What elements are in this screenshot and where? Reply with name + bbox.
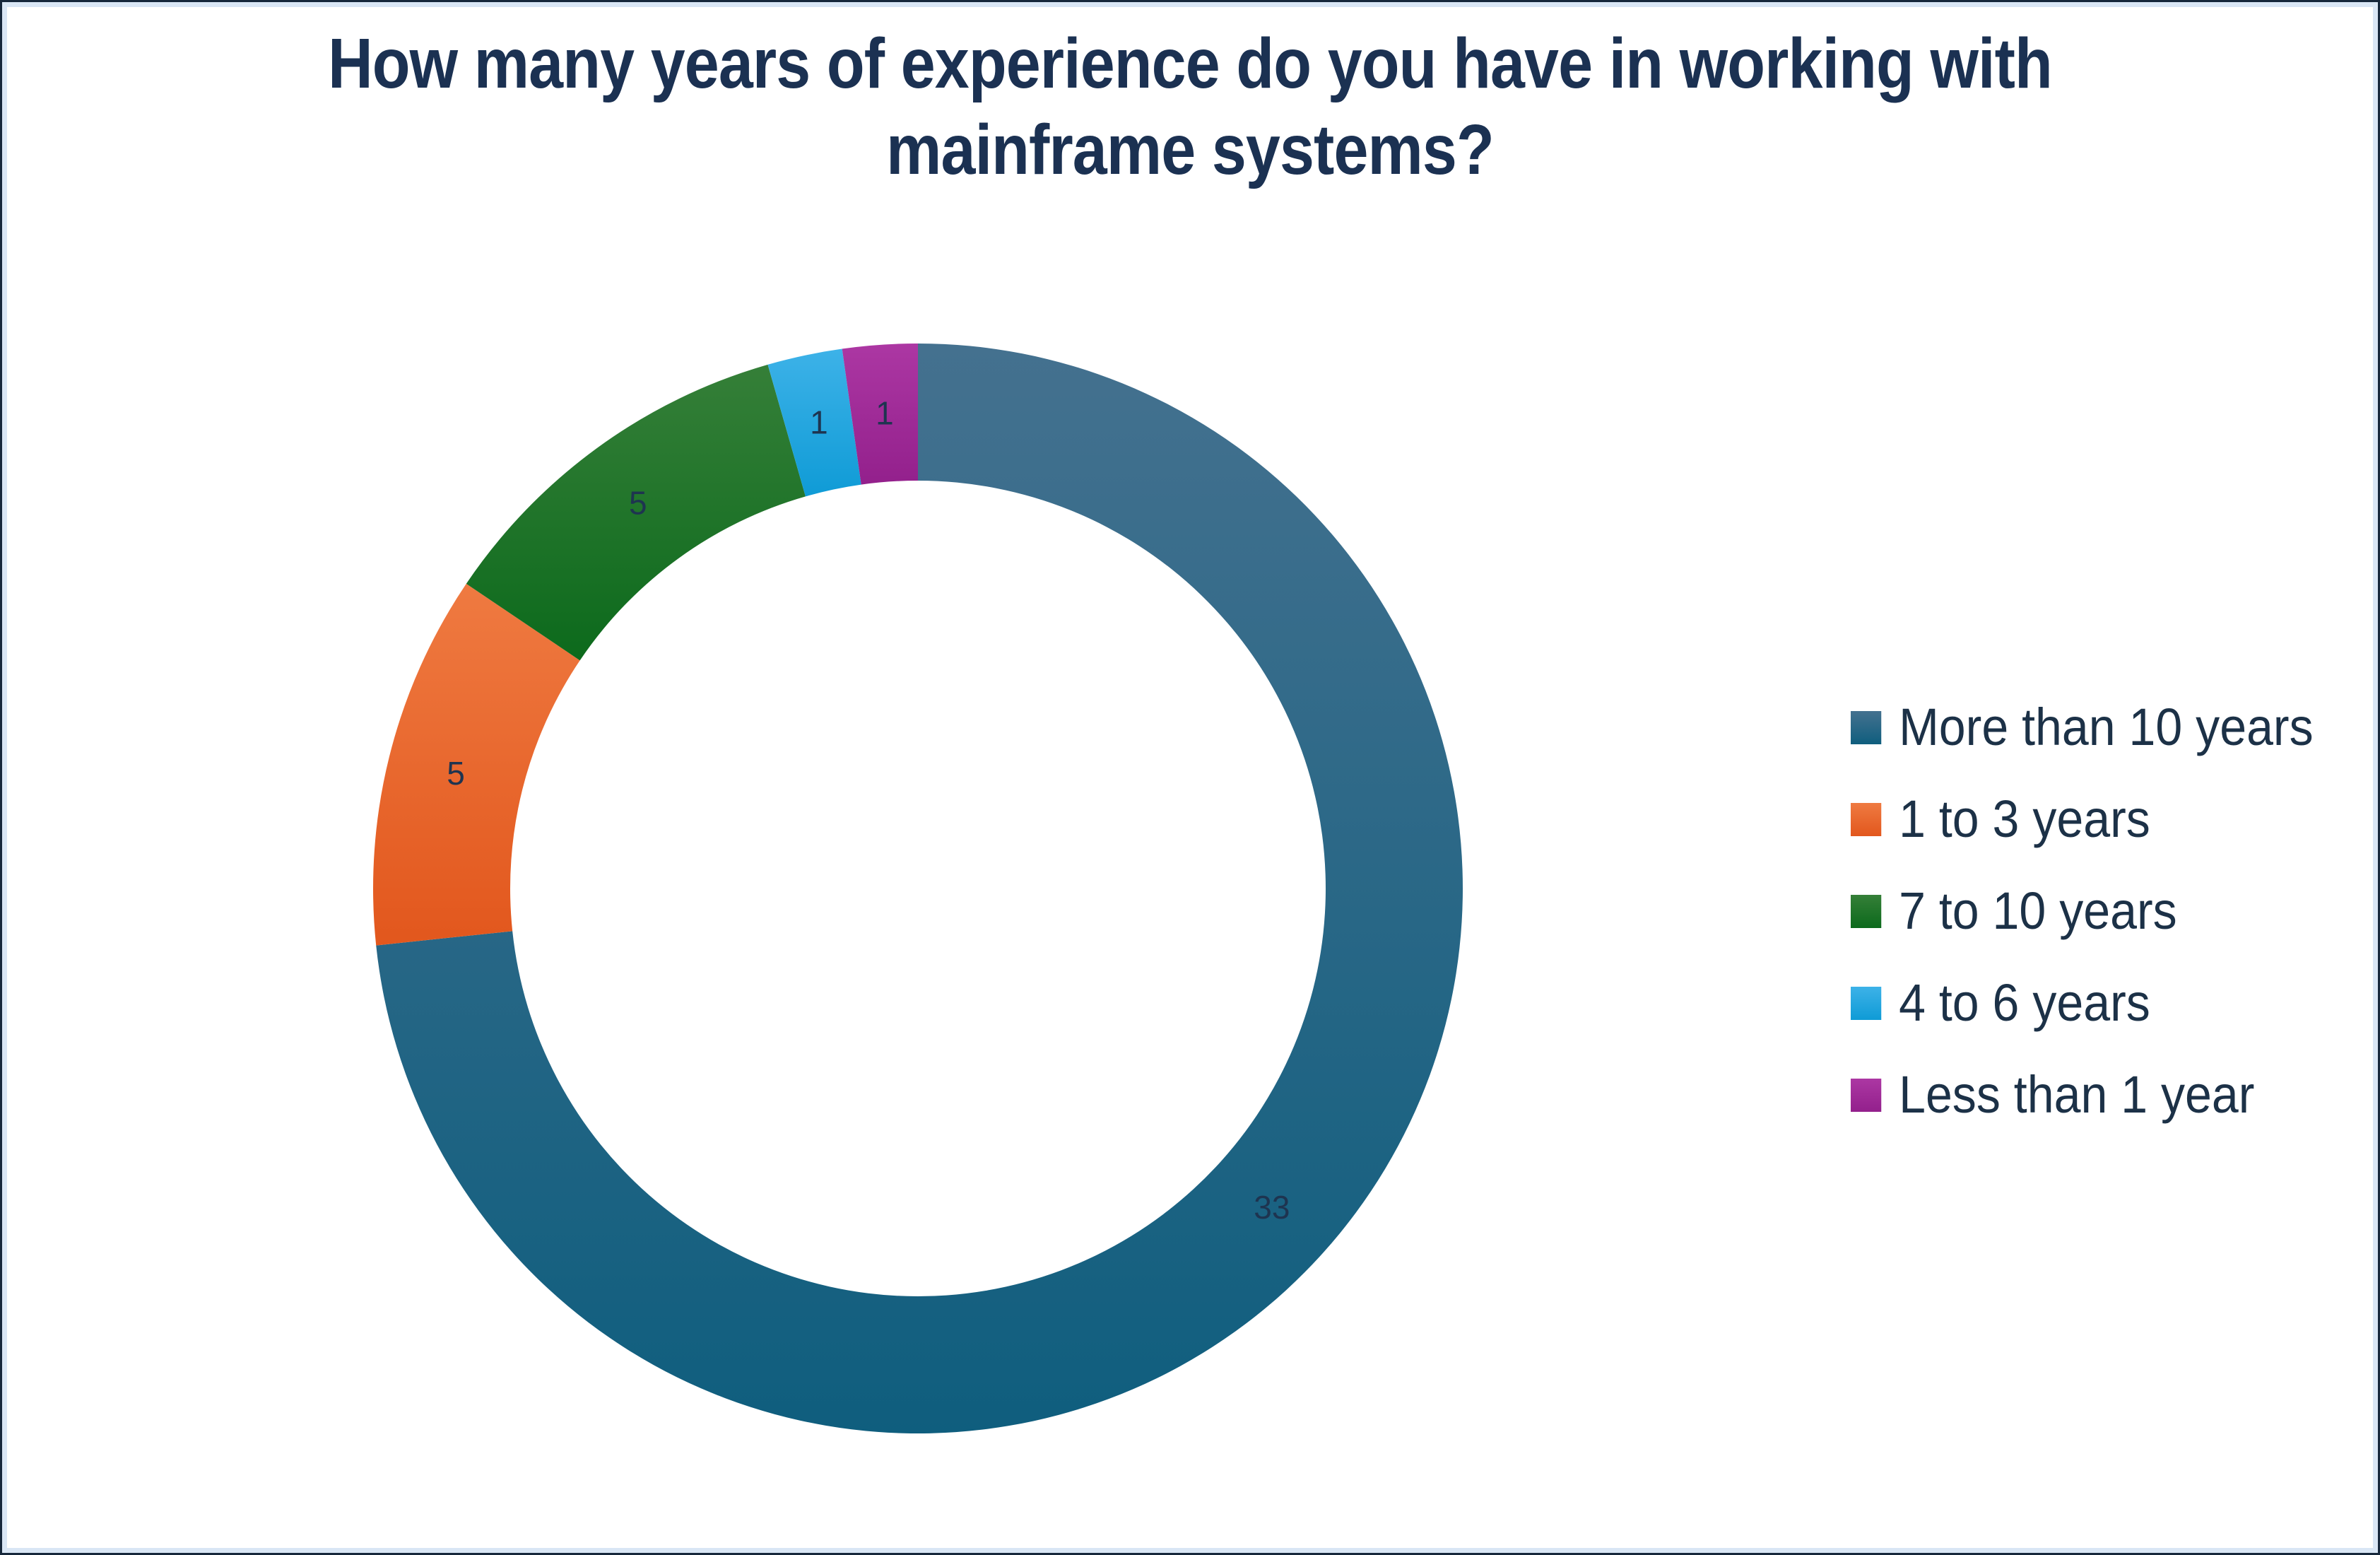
legend-item-more-than-10-years[interactable]: More than 10 years [1851, 700, 2314, 754]
legend-item-less-than-1-year[interactable]: Less than 1 year [1851, 1068, 2314, 1122]
legend-swatch-1-to-3-years [1851, 802, 1882, 836]
chart-title-line-2: mainframe systems? [886, 110, 1495, 189]
legend-swatch-less-than-1-year [1851, 1078, 1882, 1112]
data-label-7-to-10-years: 5 [629, 485, 647, 522]
legend-item-4-to-6-years[interactable]: 4 to 6 years [1851, 976, 2314, 1030]
data-label-less-than-1-year: 1 [876, 395, 894, 432]
legend-label-less-than-1-year: Less than 1 year [1899, 1065, 2255, 1124]
legend-label-more-than-10-years: More than 10 years [1899, 698, 2314, 756]
pie-segment-4-to-6-years[interactable] [767, 348, 861, 497]
chart-title: How many years of experience do you have… [145, 20, 2236, 193]
legend-item-1-to-3-years[interactable]: 1 to 3 years [1851, 792, 2314, 846]
pie-segment-1-to-3-years[interactable] [373, 583, 580, 946]
legend-label-1-to-3-years: 1 to 3 years [1899, 790, 2150, 848]
data-label-more-than-10-years: 33 [1254, 1189, 1290, 1226]
legend-label-7-to-10-years: 7 to 10 years [1899, 881, 2177, 940]
legend-swatch-4-to-6-years [1851, 986, 1882, 1020]
legend-label-4-to-6-years: 4 to 6 years [1899, 973, 2150, 1032]
pie-segment-less-than-1-year[interactable] [842, 344, 918, 485]
pie-segment-7-to-10-years[interactable] [466, 364, 806, 661]
data-label-1-to-3-years: 5 [447, 755, 465, 792]
legend-swatch-7-to-10-years [1851, 894, 1882, 928]
legend: More than 10 years 1 to 3 years 7 to 10 ye… [1851, 700, 2314, 1160]
legend-item-7-to-10-years[interactable]: 7 to 10 years [1851, 884, 2314, 938]
legend-swatch-more-than-10-years [1851, 710, 1882, 744]
chart-title-line-1: How many years of experience do you have… [328, 24, 2053, 103]
data-label-4-to-6-years: 1 [810, 404, 828, 441]
